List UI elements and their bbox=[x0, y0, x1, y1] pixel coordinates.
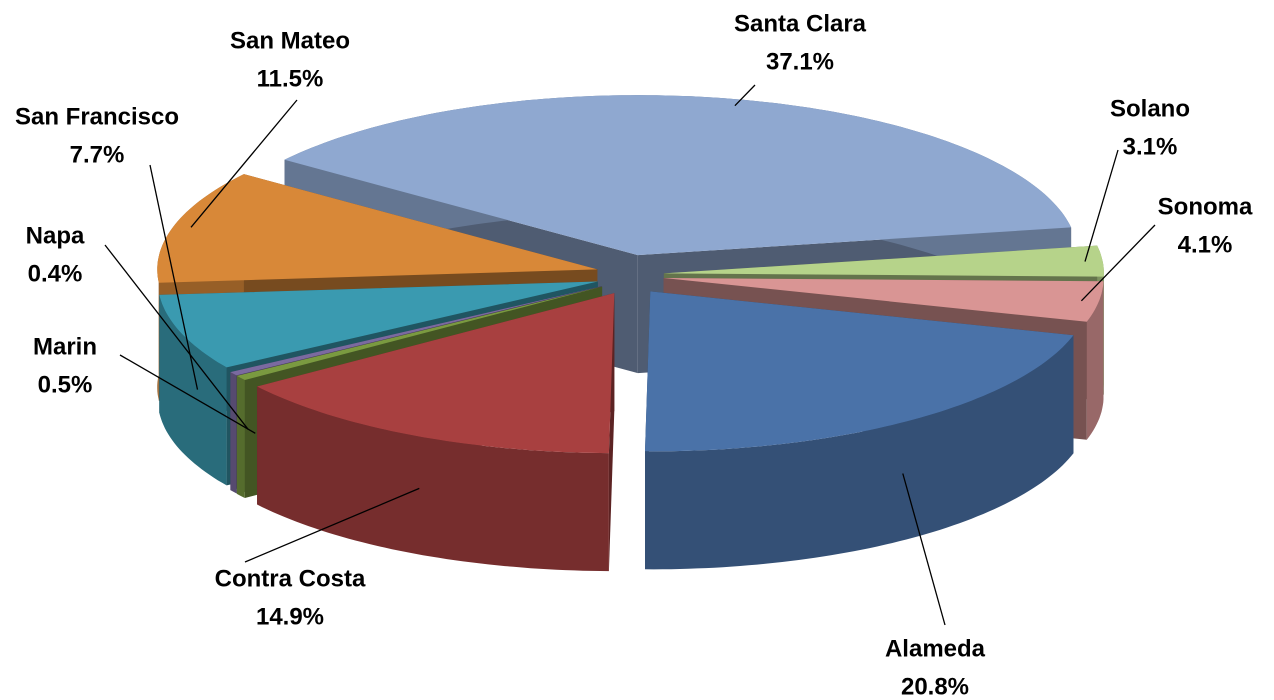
label-value: 20.8% bbox=[901, 673, 969, 700]
slice-wall bbox=[1086, 281, 1104, 440]
label-value: 37.1% bbox=[766, 48, 834, 75]
label-name: San Francisco bbox=[15, 103, 179, 130]
slice bbox=[157, 174, 598, 283]
leader-line bbox=[149, 164, 199, 390]
slice bbox=[159, 281, 598, 368]
label-name: Sonoma bbox=[1158, 193, 1253, 220]
label-value: 0.5% bbox=[38, 371, 93, 398]
label-value: 3.1% bbox=[1123, 133, 1178, 160]
label-value: 11.5% bbox=[257, 65, 324, 92]
label-name: Marin bbox=[33, 333, 97, 360]
leader-line bbox=[1080, 224, 1156, 302]
slice bbox=[663, 278, 1104, 322]
slice-3d bbox=[257, 293, 615, 572]
labels: Santa Clara 37.1% Solano 3.1% Sonoma 4.1% Alam… bbox=[15, 10, 1253, 700]
label-name: Santa Clara bbox=[734, 10, 867, 37]
label-value: 0.4% bbox=[28, 260, 83, 287]
label-name: Contra Costa bbox=[215, 565, 366, 592]
leader-line bbox=[1084, 149, 1119, 262]
leader-line bbox=[119, 354, 256, 434]
label-value: 7.7% bbox=[70, 141, 125, 168]
slice bbox=[284, 95, 1072, 256]
label-name: Solano bbox=[1110, 95, 1190, 122]
slice bbox=[230, 286, 602, 376]
leader-line bbox=[734, 84, 756, 107]
leader-line bbox=[902, 473, 946, 626]
slice-walls bbox=[157, 95, 1104, 572]
slice-wall bbox=[645, 335, 1074, 570]
slice-wall bbox=[159, 294, 227, 486]
slice bbox=[663, 245, 1104, 277]
leader-line bbox=[190, 99, 298, 228]
slice-3d bbox=[645, 291, 1074, 570]
slice bbox=[236, 286, 603, 380]
leader-line bbox=[244, 487, 420, 563]
label-name: Napa bbox=[26, 222, 85, 249]
label-name: Alameda bbox=[885, 635, 986, 662]
slice-wall bbox=[236, 375, 245, 498]
slice bbox=[645, 291, 1074, 452]
label-name: San Mateo bbox=[230, 27, 350, 54]
slice-wall bbox=[257, 386, 609, 572]
label-value: 14.9% bbox=[256, 603, 324, 630]
label-value: 4.1% bbox=[1178, 231, 1233, 258]
leader-line bbox=[104, 244, 249, 430]
slice-wall bbox=[230, 372, 237, 494]
slice bbox=[257, 293, 615, 454]
